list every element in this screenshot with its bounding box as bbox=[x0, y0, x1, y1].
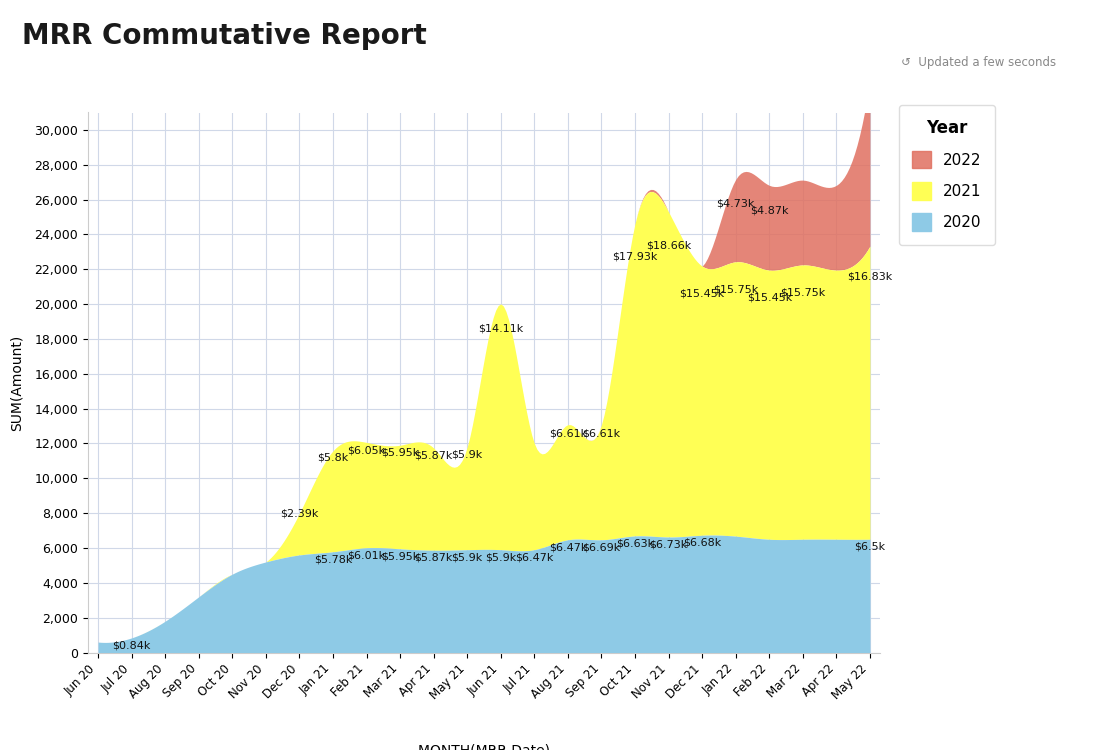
Text: $6.68k: $6.68k bbox=[683, 538, 722, 548]
Legend: 2022, 2021, 2020: 2022, 2021, 2020 bbox=[899, 105, 996, 244]
Text: $6.73k: $6.73k bbox=[649, 539, 688, 550]
Text: $6.47k: $6.47k bbox=[515, 552, 553, 562]
Text: $6.47k: $6.47k bbox=[549, 542, 587, 553]
Text: $4.73k: $4.73k bbox=[716, 198, 755, 208]
Text: MRR Commutative Report: MRR Commutative Report bbox=[22, 22, 427, 50]
Text: $6.61k: $6.61k bbox=[549, 428, 587, 439]
Text: $5.87k: $5.87k bbox=[415, 553, 453, 562]
Text: $6.69k: $6.69k bbox=[582, 542, 620, 553]
Text: $2.39k: $2.39k bbox=[280, 509, 319, 518]
Text: $6.5k: $6.5k bbox=[855, 542, 886, 552]
Text: $5.95k: $5.95k bbox=[381, 551, 419, 562]
Text: $18.66k: $18.66k bbox=[646, 241, 691, 251]
Text: $14.11k: $14.11k bbox=[478, 323, 524, 334]
Text: $15.75k: $15.75k bbox=[780, 288, 825, 298]
Y-axis label: SUM(Amount): SUM(Amount) bbox=[9, 334, 23, 430]
Text: $5.9k: $5.9k bbox=[452, 449, 483, 459]
Text: $15.45k: $15.45k bbox=[680, 289, 725, 298]
Text: $5.78k: $5.78k bbox=[314, 554, 352, 565]
Text: $6.61k: $6.61k bbox=[582, 428, 620, 439]
Text: $5.95k: $5.95k bbox=[381, 448, 419, 458]
Text: $0.84k: $0.84k bbox=[112, 640, 151, 650]
Text: $4.87k: $4.87k bbox=[750, 205, 789, 215]
Text: $5.8k: $5.8k bbox=[318, 453, 349, 463]
Text: ↺  Updated a few seconds: ↺ Updated a few seconds bbox=[901, 56, 1056, 69]
Text: $5.9k: $5.9k bbox=[452, 552, 483, 562]
X-axis label: MONTH(MRR Date): MONTH(MRR Date) bbox=[418, 743, 550, 750]
Text: $16.83k: $16.83k bbox=[847, 272, 892, 281]
Text: $6.63k: $6.63k bbox=[616, 538, 654, 548]
Text: $15.45k: $15.45k bbox=[747, 292, 792, 302]
Text: $15.75k: $15.75k bbox=[713, 285, 758, 295]
Text: $5.9k: $5.9k bbox=[485, 552, 516, 562]
Text: $5.87k: $5.87k bbox=[415, 450, 453, 460]
Text: $6.05k: $6.05k bbox=[348, 445, 386, 455]
Text: $17.93k: $17.93k bbox=[613, 251, 658, 261]
Text: $6.01k: $6.01k bbox=[348, 550, 386, 560]
